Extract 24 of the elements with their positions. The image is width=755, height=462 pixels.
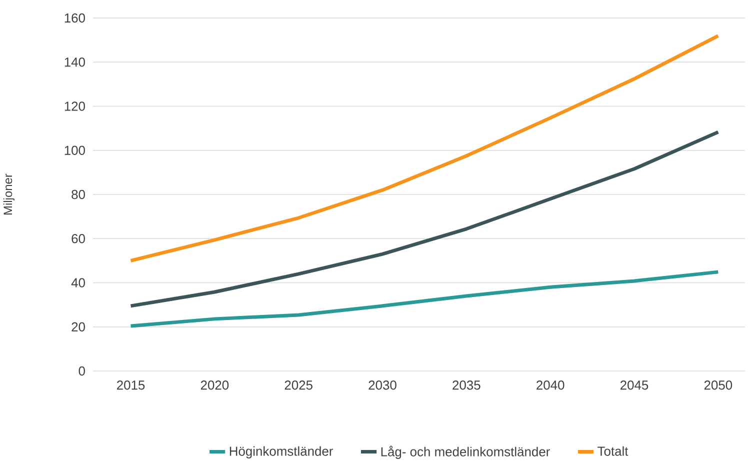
x-tick-label: 2030 — [368, 380, 396, 390]
y-tick-label: 0 — [78, 366, 85, 376]
y-tick-label: 160 — [64, 14, 85, 23]
legend-label: Låg- och medelinkomstländer — [381, 446, 550, 460]
y-tick-label: 80 — [72, 190, 85, 200]
y-tick-label: 100 — [64, 146, 85, 156]
y-axis-title: Miljoner — [3, 174, 14, 215]
x-tick-label: 2020 — [200, 380, 229, 390]
y-tick-label: 60 — [72, 234, 85, 244]
y-tick-label: 40 — [71, 278, 85, 288]
x-tick-label: 2040 — [536, 380, 564, 390]
y-tick-label: 120 — [64, 102, 85, 111]
line-series — [129, 34, 720, 263]
line-series — [129, 270, 720, 328]
legend-label: Höginkomstländer — [230, 446, 334, 459]
line-series — [129, 130, 720, 308]
x-tick-label: 2025 — [284, 380, 312, 390]
y-tick-label: 20 — [72, 322, 85, 332]
x-tick-label: 2035 — [452, 380, 480, 390]
x-tick-label: 2050 — [704, 380, 732, 390]
legend-label: Totalt — [598, 446, 628, 456]
x-tick-label: 2045 — [620, 380, 648, 390]
y-tick-label: 140 — [64, 58, 85, 67]
x-tick-label: 2015 — [117, 380, 145, 390]
